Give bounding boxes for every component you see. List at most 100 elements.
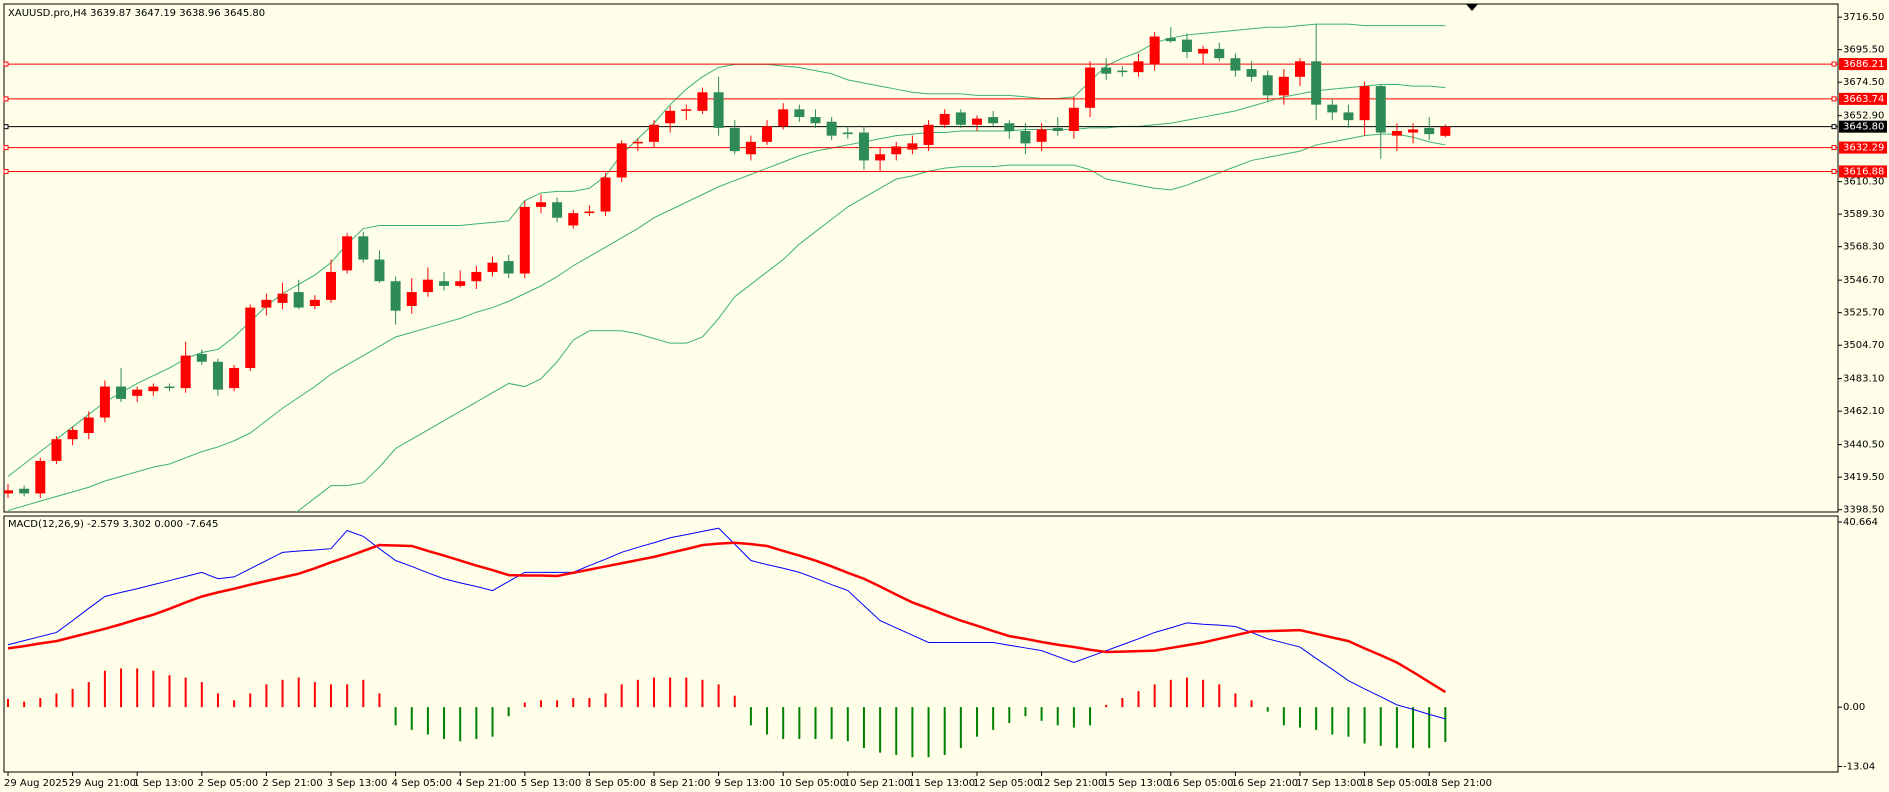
- level-label-bg: [1839, 165, 1887, 178]
- candle-body: [1036, 129, 1047, 142]
- x-tick-label: 3 Sep 13:00: [327, 778, 387, 789]
- x-tick-label: 18 Sep 05:00: [1361, 778, 1428, 789]
- level-label: 3663.74: [1843, 94, 1884, 105]
- candle-body: [4, 490, 13, 494]
- candle-body: [1052, 127, 1063, 131]
- y-tick-label: 3716.50: [1843, 12, 1884, 23]
- candle-body: [374, 259, 385, 282]
- band-line: [7, 84, 1446, 511]
- y-tick-label: 3440.50: [1843, 440, 1884, 451]
- candle-body: [1230, 58, 1241, 71]
- candle-body: [503, 261, 514, 274]
- candle-body: [745, 141, 756, 155]
- candle-body: [858, 132, 869, 161]
- level-marker: [1831, 61, 1837, 67]
- candle-body: [1149, 36, 1160, 65]
- candle-body: [600, 177, 611, 212]
- level-marker: [1831, 96, 1837, 102]
- y-tick-label: 3419.50: [1843, 472, 1884, 483]
- candle-body: [1391, 131, 1402, 136]
- candle-body: [212, 361, 223, 390]
- candle-body: [245, 307, 256, 368]
- candle-body: [826, 121, 837, 136]
- candle-body: [99, 386, 110, 418]
- candle-body: [67, 429, 78, 440]
- level-marker: [3, 145, 9, 151]
- candle-body: [1295, 61, 1305, 77]
- y-tick-label: 3568.30: [1843, 242, 1884, 253]
- candle-body: [19, 488, 30, 494]
- candle-body: [261, 299, 272, 308]
- macd-line: [7, 541, 1447, 694]
- candle-body: [535, 202, 546, 207]
- level-label: 3616.88: [1843, 166, 1884, 177]
- y-tick-label: 3483.10: [1843, 374, 1884, 385]
- candle-body: [358, 236, 369, 260]
- main-frame: [3, 3, 1839, 513]
- y-tick-label: 3695.50: [1843, 45, 1884, 56]
- level-marker: [3, 96, 9, 102]
- candle-body: [891, 146, 902, 155]
- candle-body: [326, 271, 336, 300]
- candle-body: [132, 389, 143, 396]
- x-tick-label: 10 Sep 05:00: [779, 778, 846, 789]
- candle-body: [1165, 38, 1176, 42]
- y-tick-label: 3546.70: [1843, 275, 1884, 286]
- candle-body: [794, 109, 805, 118]
- candle-body: [164, 386, 175, 389]
- y-tick-label: 3504.70: [1843, 340, 1884, 351]
- main-plot: [4, 23, 1838, 512]
- x-tick-label: 16 Sep 05:00: [1167, 778, 1234, 789]
- x-tick-label: 2 Sep 21:00: [262, 778, 322, 789]
- x-tick-label: 11 Sep 13:00: [908, 778, 975, 789]
- candle-body: [923, 124, 934, 145]
- candle-body: [342, 236, 353, 271]
- candle-body: [1133, 61, 1144, 73]
- level-marker: [3, 124, 9, 130]
- candle-body: [875, 154, 886, 161]
- level-marker: [1831, 124, 1837, 130]
- x-tick-label: 9 Sep 13:00: [715, 778, 775, 789]
- x-tick-label: 4 Sep 05:00: [392, 778, 452, 789]
- shift-marker: [1466, 4, 1478, 11]
- x-tick-label: 4 Sep 21:00: [456, 778, 516, 789]
- x-tick-label: 12 Sep 21:00: [1038, 778, 1105, 789]
- level-marker: [1831, 145, 1837, 151]
- candle-body: [1327, 104, 1338, 113]
- candle-body: [665, 110, 676, 124]
- candle-body: [729, 127, 740, 152]
- macd-frame: [3, 515, 1839, 773]
- candle-body: [939, 113, 950, 125]
- candle-body: [697, 92, 708, 111]
- x-tick-label: 8 Sep 21:00: [650, 778, 710, 789]
- level-marker: [1831, 168, 1837, 174]
- candle-body: [1343, 112, 1354, 121]
- level-label: 3686.21: [1843, 59, 1884, 70]
- y-tick-label: 3674.50: [1843, 77, 1884, 88]
- candle-body: [1214, 48, 1225, 59]
- candle-body: [1440, 126, 1451, 136]
- candle-body: [972, 118, 982, 125]
- y-tick-label: 3589.30: [1843, 209, 1884, 220]
- candle-body: [552, 202, 563, 218]
- candle-body: [439, 281, 450, 286]
- x-tick-label: 29 Aug 21:00: [69, 778, 136, 789]
- candle-body: [649, 124, 659, 142]
- candle-body: [584, 211, 595, 214]
- candle-body: [116, 386, 127, 399]
- candle-body: [1068, 107, 1079, 131]
- candle-body: [632, 141, 643, 144]
- level-marker: [3, 61, 9, 67]
- candle-body: [422, 279, 433, 293]
- x-tick-label: 5 Sep 13:00: [521, 778, 581, 789]
- candle-body: [1424, 127, 1435, 135]
- macd-title: MACD(12,26,9) -2.579 3.302 0.000 -7.645: [8, 519, 218, 530]
- y-tick-label: 3462.10: [1843, 406, 1884, 417]
- level-label-bg: [1839, 141, 1887, 154]
- candle-body: [681, 109, 692, 111]
- candle-body: [1375, 86, 1386, 133]
- candle-body: [180, 355, 191, 389]
- candle-body: [1101, 67, 1112, 74]
- candle-body: [51, 439, 62, 461]
